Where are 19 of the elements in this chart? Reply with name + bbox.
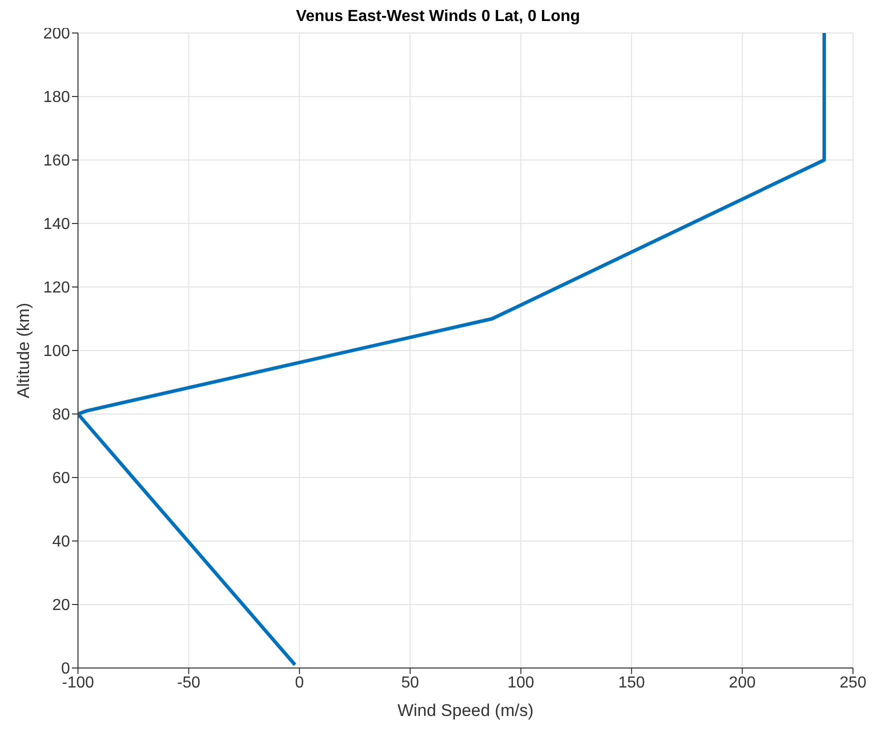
y-tick-label: 40 — [52, 534, 70, 551]
y-tick-label: 80 — [52, 406, 70, 424]
x-tick-label: 50 — [401, 674, 420, 692]
y-axis-title: Altitude (km) — [14, 302, 34, 398]
x-tick-label: 250 — [840, 674, 866, 692]
y-tick-label: 180 — [43, 89, 70, 106]
y-tick-label: 100 — [43, 343, 70, 360]
y-tick-label: 60 — [52, 470, 70, 488]
chart-title: Venus East-West Winds 0 Lat, 0 Long — [296, 8, 580, 25]
x-tick-label: 0 — [294, 674, 304, 692]
x-tick-label: 100 — [508, 674, 534, 692]
y-tick-label: 140 — [43, 216, 70, 234]
y-tick-label: 120 — [43, 280, 70, 297]
y-tick-label: 160 — [43, 152, 70, 170]
x-axis-title: Wind Speed (m/s) — [397, 701, 534, 720]
x-tick-label: 200 — [728, 674, 756, 692]
x-tick-label: -50 — [177, 674, 200, 692]
x-tick-label: 150 — [618, 674, 646, 692]
y-tick-label: 20 — [52, 597, 70, 614]
